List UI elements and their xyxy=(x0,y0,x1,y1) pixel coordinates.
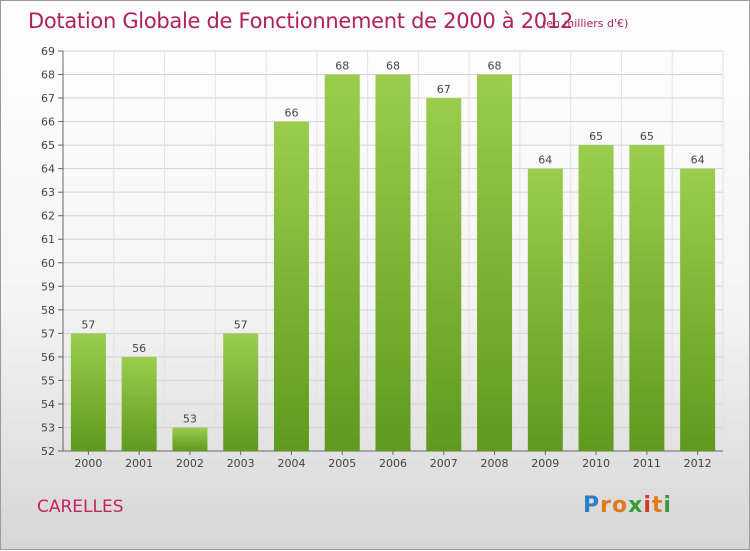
x-tick-label-2008: 2008 xyxy=(481,457,509,470)
y-tick-label: 57 xyxy=(41,327,55,340)
proxiti-logo: Proxiti xyxy=(583,493,672,518)
y-tick-label: 55 xyxy=(41,374,55,387)
y-tick-label: 65 xyxy=(41,139,55,152)
data-label-2000: 57 xyxy=(81,318,95,331)
y-tick-label: 53 xyxy=(41,421,55,434)
bar-2007 xyxy=(426,98,462,451)
y-tick-label: 58 xyxy=(41,304,55,317)
x-tick-label-2006: 2006 xyxy=(379,457,407,470)
y-tick-label: 59 xyxy=(41,280,55,293)
bar-2010 xyxy=(578,145,614,451)
bar-2008 xyxy=(477,74,513,451)
y-tick-label: 54 xyxy=(41,398,55,411)
y-tick-label: 66 xyxy=(41,116,55,129)
x-tick-label-2002: 2002 xyxy=(176,457,204,470)
y-tick-label: 67 xyxy=(41,92,55,105)
bar-2002 xyxy=(172,427,208,451)
y-tick-label: 63 xyxy=(41,186,55,199)
y-tick-label: 52 xyxy=(41,445,55,458)
x-tick-label-2001: 2001 xyxy=(125,457,153,470)
data-label-2005: 68 xyxy=(335,60,349,73)
data-label-2009: 64 xyxy=(538,154,552,167)
x-tick-label-2007: 2007 xyxy=(430,457,458,470)
bar-2004 xyxy=(273,121,309,452)
bar-2006 xyxy=(375,74,411,451)
y-tick-label: 69 xyxy=(41,45,55,58)
data-label-2011: 65 xyxy=(640,130,654,143)
bar-2001 xyxy=(121,356,157,451)
commune-name: CARELLES xyxy=(37,497,124,517)
y-tick-label: 64 xyxy=(41,163,55,176)
x-tick-label-2011: 2011 xyxy=(633,457,661,470)
y-tick-label: 68 xyxy=(41,69,55,82)
bar-2003 xyxy=(223,333,259,451)
x-tick-label-2003: 2003 xyxy=(227,457,255,470)
data-label-2001: 56 xyxy=(132,342,146,355)
data-label-2004: 66 xyxy=(284,107,298,120)
x-tick-label-2004: 2004 xyxy=(277,457,305,470)
data-label-2012: 64 xyxy=(691,154,705,167)
data-label-2007: 67 xyxy=(437,83,451,96)
chart-subtitle: (en milliers d'€) xyxy=(542,17,629,30)
y-tick-label: 61 xyxy=(41,233,55,246)
bar-2012 xyxy=(680,168,716,451)
chart-title: Dotation Globale de Fonctionnement de 20… xyxy=(28,9,573,33)
data-label-2008: 68 xyxy=(488,60,502,73)
x-tick-label-2010: 2010 xyxy=(582,457,610,470)
x-tick-label-2005: 2005 xyxy=(328,457,356,470)
y-tick-label: 62 xyxy=(41,210,55,223)
y-tick-label: 56 xyxy=(41,351,55,364)
bar-2009 xyxy=(527,168,563,451)
bar-2005 xyxy=(324,74,360,451)
bar-2000 xyxy=(70,333,106,451)
x-tick-label-2009: 2009 xyxy=(531,457,559,470)
bar-2011 xyxy=(629,145,665,451)
data-label-2003: 57 xyxy=(234,318,248,331)
data-label-2002: 53 xyxy=(183,412,197,425)
x-tick-label-2012: 2012 xyxy=(684,457,712,470)
y-tick-label: 60 xyxy=(41,257,55,270)
data-label-2010: 65 xyxy=(589,130,603,143)
x-tick-label-2000: 2000 xyxy=(74,457,102,470)
data-label-2006: 68 xyxy=(386,60,400,73)
